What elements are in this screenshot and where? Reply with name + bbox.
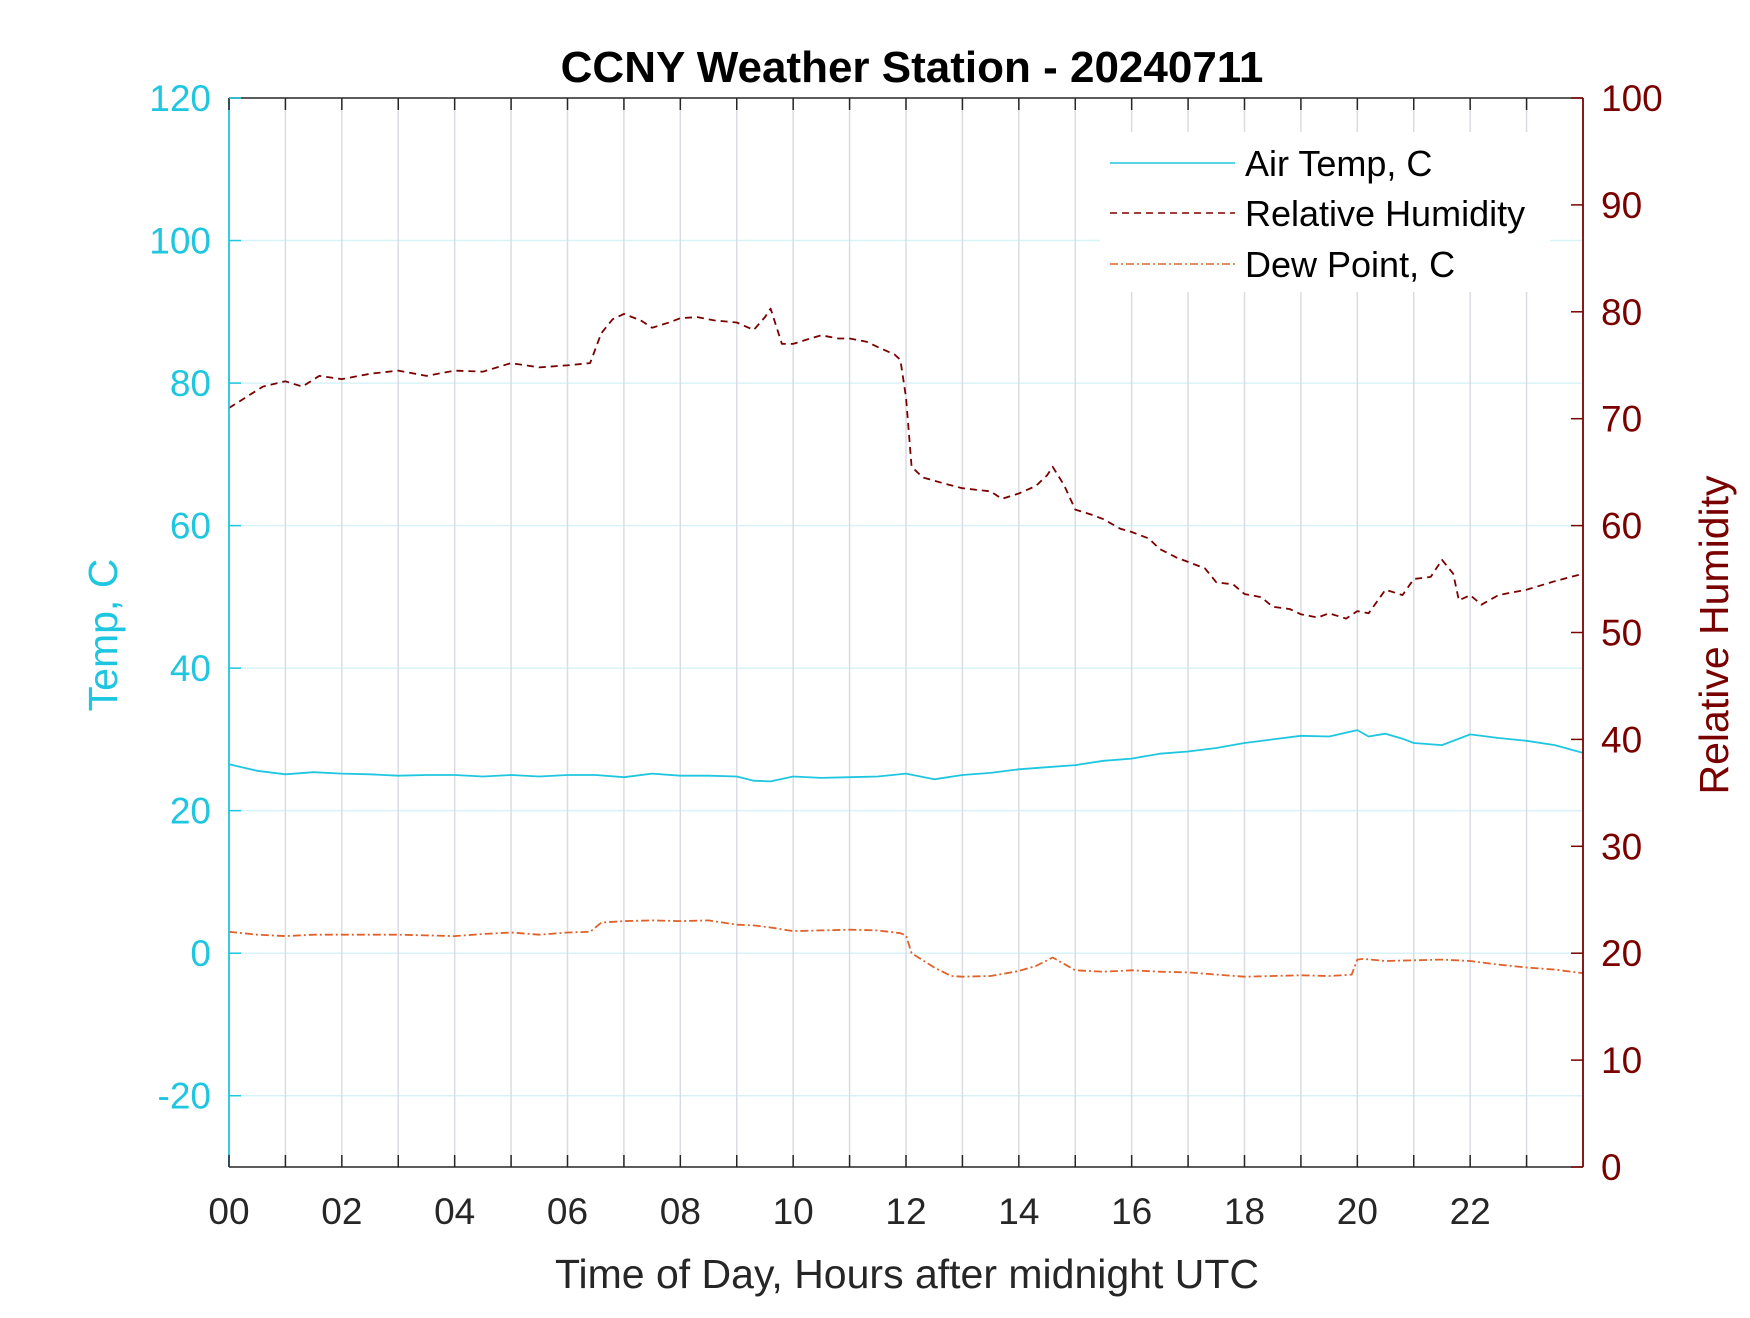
x-tick-label: 14 [998,1191,1039,1232]
y-left-axis-label: Temp, C [80,559,126,712]
y-right-tick-label: 100 [1601,78,1663,119]
series-line-relative-humidity [228,307,1584,620]
x-tick-label: 22 [1450,1191,1491,1232]
x-tick-label: 02 [321,1191,362,1232]
x-tick-label: 06 [547,1191,588,1232]
y-right-tick-label: 0 [1601,1147,1622,1188]
y-right-tick-label: 30 [1601,826,1642,867]
x-tick-label: 20 [1337,1191,1378,1232]
y-right-axis-label: Relative Humidity [1691,475,1737,794]
y-left-tick-label: 40 [170,648,211,689]
legend-label-dew-point: Dew Point, C [1245,244,1455,285]
y-right-tick-label: 40 [1601,719,1642,760]
y-right-tick-label: 60 [1601,506,1642,547]
y-left-tick-label: 120 [149,78,211,119]
y-right-tick-label: 90 [1601,185,1642,226]
x-tick-label: 04 [434,1191,475,1232]
legend-background [1100,132,1550,292]
x-tick-label: 10 [773,1191,814,1232]
y-right-tick-label: 50 [1601,613,1642,654]
y-left-tick-label: 60 [170,506,211,547]
x-tick-label: 00 [208,1191,249,1232]
legend-label-relative-humidity: Relative Humidity [1245,193,1525,234]
series-line-dew-point [228,919,1584,978]
series-layer [228,307,1584,978]
series-line-air-temp [228,729,1584,783]
ticks-layer: 00 02 04 06 08 10 12 14 16 18 20 22-200204060801001… [149,78,1662,1232]
grid-layer [229,98,1583,1167]
y-left-tick-label: 80 [170,363,211,404]
y-right-tick-label: 10 [1601,1040,1642,1081]
x-axis-label: Time of Day, Hours after midnight UTC [555,1251,1259,1297]
x-tick-label: 18 [1224,1191,1265,1232]
legend: Air Temp, C Relative Humidity Dew Point,… [1100,132,1550,292]
y-left-tick-label: 100 [149,221,211,262]
y-left-tick-label: 20 [170,791,211,832]
y-left-tick-label: 0 [190,933,211,974]
y-right-tick-label: 70 [1601,399,1642,440]
y-right-tick-label: 20 [1601,933,1642,974]
x-tick-label: 16 [1111,1191,1152,1232]
x-tick-label: 08 [660,1191,701,1232]
y-right-tick-label: 80 [1601,292,1642,333]
x-tick-label: 12 [885,1191,926,1232]
chart-title: CCNY Weather Station - 20240711 [561,43,1264,92]
y-left-tick-label: -20 [158,1076,211,1117]
legend-label-air-temp: Air Temp, C [1245,143,1432,184]
